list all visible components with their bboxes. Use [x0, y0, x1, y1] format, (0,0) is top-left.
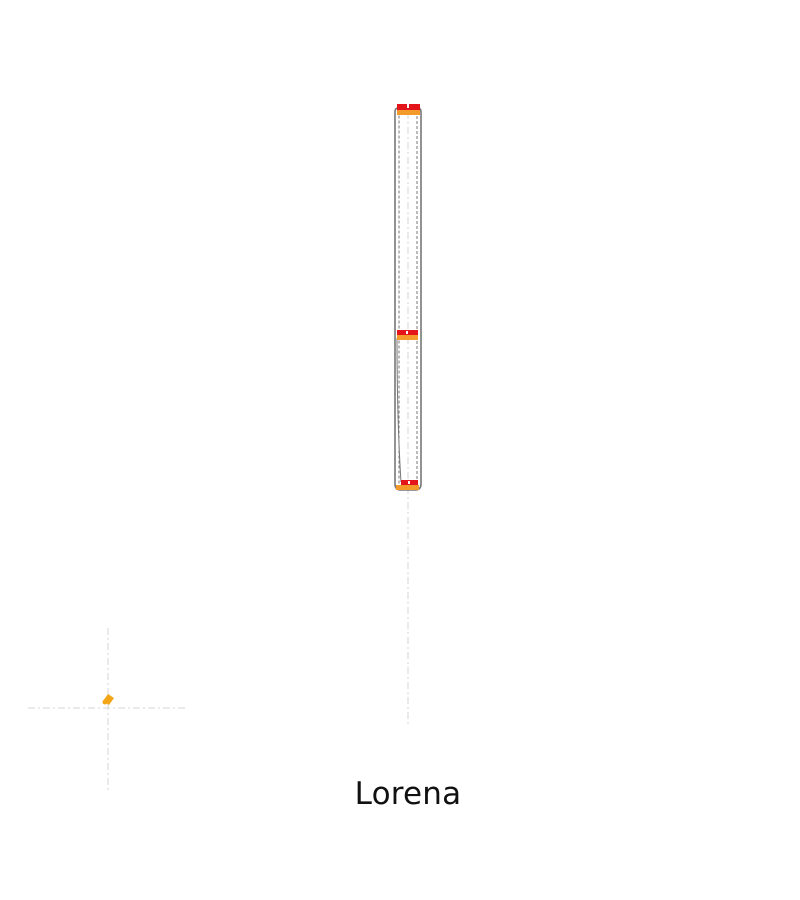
marker-top-tick — [407, 104, 409, 108]
marker-middle-orange — [397, 335, 418, 340]
marker-bottom-orange — [396, 485, 419, 490]
orange-point — [102, 694, 114, 705]
guide-lines — [28, 112, 409, 790]
orange-point-dot — [102, 699, 108, 705]
marker-top — [397, 104, 420, 115]
marker-bottom-tick — [408, 481, 410, 484]
outline-lower-stroke — [396, 337, 402, 483]
marker-bottom — [396, 480, 419, 490]
diagram-caption: Lorena — [354, 776, 462, 812]
marker-top-orange — [397, 110, 420, 115]
marker-middle — [397, 330, 418, 340]
marker-middle-tick — [406, 331, 408, 334]
